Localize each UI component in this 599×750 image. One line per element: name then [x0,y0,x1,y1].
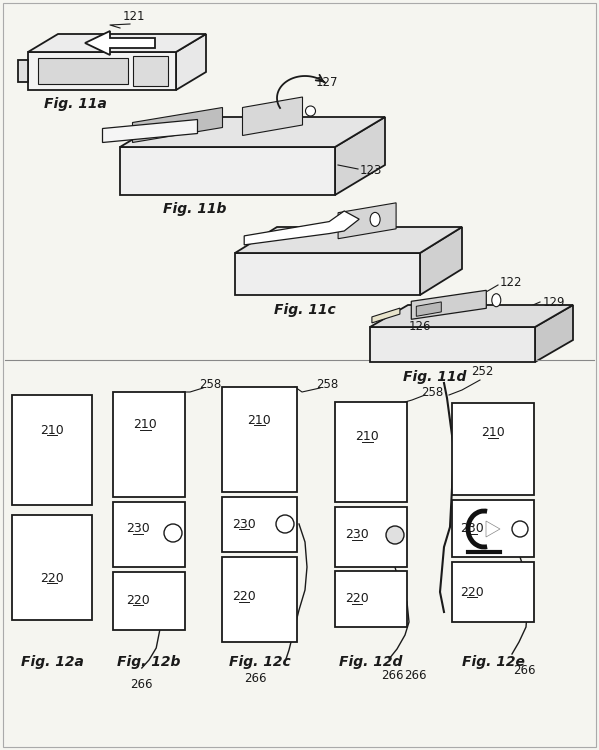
Text: 220: 220 [40,572,64,584]
Bar [12,515,92,620]
Polygon shape [335,117,385,195]
Polygon shape [338,202,396,238]
Text: 258: 258 [421,386,443,398]
Polygon shape [18,60,28,82]
Text: Fig. 12a: Fig. 12a [20,655,83,669]
Polygon shape [243,97,302,136]
Polygon shape [486,521,500,537]
Text: Fig. 11d: Fig. 11d [403,370,467,384]
Bar [113,392,185,497]
Ellipse shape [370,212,380,226]
Text: 121: 121 [123,10,145,23]
Polygon shape [370,305,573,327]
Text: 230: 230 [460,523,484,536]
Text: 210: 210 [481,427,505,439]
Polygon shape [85,31,155,55]
Polygon shape [420,227,462,295]
Polygon shape [535,305,573,362]
Text: 266: 266 [381,669,403,682]
Text: 252: 252 [471,365,493,378]
Ellipse shape [492,294,501,307]
Text: Fig. 11a: Fig. 11a [44,97,107,111]
Polygon shape [28,52,176,90]
Bar [38,58,128,84]
Bar [12,395,92,505]
Polygon shape [412,290,486,320]
Bar [335,402,407,502]
Text: 210: 210 [356,430,379,443]
Text: Fig. 12b: Fig. 12b [117,655,181,669]
Bar [113,502,185,567]
Polygon shape [235,253,420,295]
Text: Fig. 12d: Fig. 12d [339,655,403,669]
Polygon shape [372,308,400,323]
Bar [452,403,534,495]
Text: Fig. 11c: Fig. 11c [274,303,336,317]
Text: 230: 230 [126,523,150,536]
Bar [335,571,407,627]
Text: 220: 220 [345,592,369,605]
Text: 210: 210 [247,413,271,427]
Bar [452,562,534,622]
Text: 122: 122 [500,277,522,290]
Text: 258: 258 [316,379,338,392]
Bar [222,557,297,642]
Bar [452,500,534,557]
Text: 266: 266 [513,664,536,677]
Circle shape [386,526,404,544]
Text: 210: 210 [40,424,64,436]
Polygon shape [235,227,462,253]
Polygon shape [120,147,335,195]
Circle shape [276,515,294,533]
Text: 266: 266 [404,669,426,682]
Text: Fig. 12e: Fig. 12e [462,655,525,669]
Polygon shape [416,302,441,316]
Text: 266: 266 [244,672,267,685]
Text: 220: 220 [126,593,150,607]
Text: 123: 123 [360,164,382,176]
Bar [113,572,185,630]
Circle shape [164,524,182,542]
Text: Fig. 11b: Fig. 11b [164,202,226,216]
Polygon shape [28,34,206,52]
Circle shape [305,106,316,116]
Bar [222,387,297,492]
Polygon shape [370,327,535,362]
Polygon shape [132,107,222,142]
Text: 210: 210 [134,419,158,431]
Text: 220: 220 [232,590,256,604]
Text: 129: 129 [543,296,565,308]
Text: 230: 230 [232,518,256,530]
Bar [335,507,407,567]
Polygon shape [120,117,385,147]
Polygon shape [244,211,359,245]
Bar [222,497,297,552]
Text: 127: 127 [316,76,338,88]
Text: 230: 230 [345,529,369,542]
Polygon shape [102,119,198,142]
Text: 258: 258 [199,379,221,392]
Polygon shape [176,34,206,90]
Text: Fig. 12c: Fig. 12c [229,655,291,669]
Text: 126: 126 [409,320,431,334]
Text: 266: 266 [131,678,153,691]
Text: 220: 220 [460,586,484,598]
Circle shape [512,521,528,537]
Polygon shape [133,56,168,86]
